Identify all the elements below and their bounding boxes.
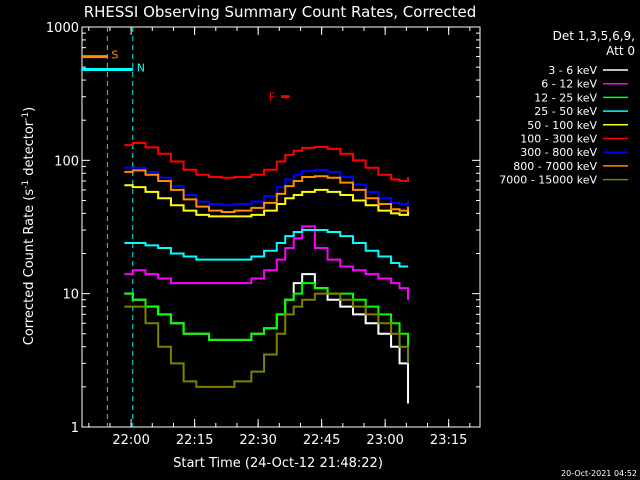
flag-label: S (111, 49, 118, 62)
y-axis-label-sup2: -1 (21, 112, 31, 121)
series-lines (124, 141, 410, 404)
legend-label: 7000 - 15000 keV (499, 174, 597, 187)
x-tick-label: 23:00 (366, 433, 403, 448)
flag-markers: S N F (82, 27, 290, 427)
series-line (124, 141, 410, 182)
y-axis-label-end: ) (22, 107, 37, 112)
series-line (124, 229, 409, 268)
legend-label: 25 - 50 keV (534, 105, 597, 118)
y-tick-label: 100 (54, 154, 79, 169)
y-axis-ticks: 1 10 100 1000 (46, 21, 480, 436)
x-tick-label: 23:15 (430, 433, 467, 448)
legend-label: 300 - 800 keV (520, 146, 597, 159)
series-line (124, 292, 410, 388)
legend-label: 800 - 7000 keV (513, 160, 597, 173)
series-line (124, 184, 410, 218)
flag-label: F (269, 91, 275, 104)
series-line (124, 273, 410, 404)
y-tick-label: 1 (71, 421, 79, 436)
legend-label: 100 - 300 keV (520, 133, 597, 146)
x-tick-label: 22:45 (303, 433, 340, 448)
y-tick-label: 10 (62, 288, 79, 303)
x-tick-label: 22:30 (239, 433, 276, 448)
legend-label: 50 - 100 keV (527, 119, 597, 132)
y-axis-label-sup1: -1 (21, 180, 31, 189)
legend-header-line1: Det 1,3,5,6,9, (553, 29, 635, 43)
x-tick-label: 22:15 (176, 433, 213, 448)
series-line (124, 169, 410, 213)
legend-label: 6 - 12 keV (541, 78, 597, 91)
plot-frame (81, 26, 481, 428)
y-tick-label: 1000 (46, 21, 79, 36)
footer-date: 20-Oct-2021 04:52 (561, 469, 637, 478)
legend-header-line2: Att 0 (606, 44, 635, 58)
chart-title: RHESSI Observing Summary Count Rates, Co… (84, 3, 477, 21)
x-axis-label: Start Time (24-Oct-12 21:48:22) (173, 456, 383, 471)
legend-label: 3 - 6 keV (548, 64, 597, 77)
y-axis-label: Corrected Count Rate (s-1 detector-1) (21, 107, 37, 345)
y-axis-label-mid: detector (22, 120, 37, 180)
legend-label: 12 - 25 keV (534, 91, 597, 104)
series-line (124, 166, 410, 207)
flag-label: N (137, 62, 145, 75)
x-tick-label: 22:00 (112, 433, 149, 448)
x-axis-ticks: 22:00 22:15 22:30 22:45 23:00 23:15 (88, 27, 471, 448)
y-axis-label-main: Corrected Count Rate (s (22, 189, 37, 346)
series-line (124, 225, 410, 300)
